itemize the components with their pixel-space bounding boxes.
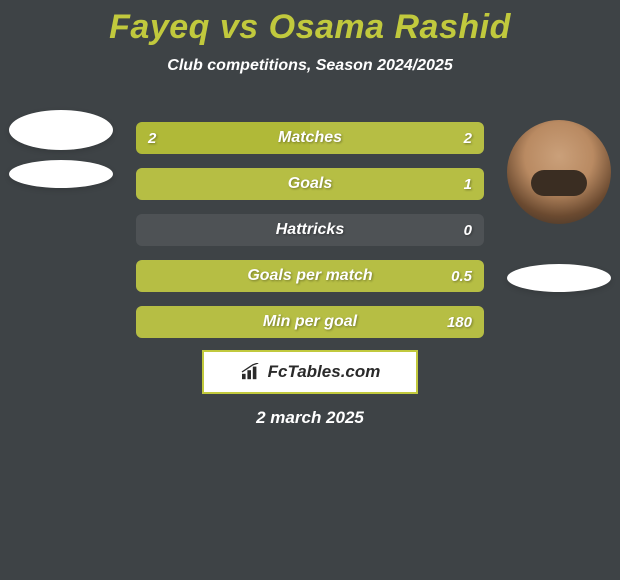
stat-value-right: 0 — [464, 214, 472, 246]
stats-bars: Matches2 2 Goals1 Hattricks0 Goals per match… — [136, 122, 484, 352]
stat-value-right: 180 — [447, 306, 472, 338]
stat-label: Goals per match — [136, 260, 484, 292]
stat-label: Matches — [136, 122, 484, 154]
stat-value-right: 2 — [464, 122, 472, 154]
player-right-avatar — [507, 120, 611, 224]
stat-row: Hattricks0 — [136, 214, 484, 246]
brand-box[interactable]: FcTables.com — [202, 350, 418, 394]
date-text: 2 march 2025 — [0, 408, 620, 428]
player-left-panel — [6, 110, 116, 188]
stat-value-right: 1 — [464, 168, 472, 200]
stat-row: Matches2 2 — [136, 122, 484, 154]
page-title: Fayeq vs Osama Rashid — [0, 0, 620, 47]
title-left: Fayeq — [109, 8, 210, 46]
stat-row: Goals per match0.5 — [136, 260, 484, 292]
stat-label: Min per goal — [136, 306, 484, 338]
player-right-panel — [504, 120, 614, 292]
stat-value-right: 0.5 — [451, 260, 472, 292]
player-left-avatar-placeholder — [9, 110, 113, 150]
player-left-club-placeholder — [9, 160, 113, 188]
brand-text: FcTables.com — [268, 362, 381, 382]
title-vs: vs — [220, 8, 259, 46]
stat-row: Min per goal180 — [136, 306, 484, 338]
subtitle: Club competitions, Season 2024/2025 — [0, 57, 620, 75]
bar-chart-icon — [240, 363, 262, 381]
player-right-club-placeholder — [507, 264, 611, 292]
title-right: Osama Rashid — [269, 8, 511, 46]
stat-label: Goals — [136, 168, 484, 200]
stat-label: Hattricks — [136, 214, 484, 246]
stat-row: Goals1 — [136, 168, 484, 200]
stat-value-left: 2 — [148, 122, 156, 154]
